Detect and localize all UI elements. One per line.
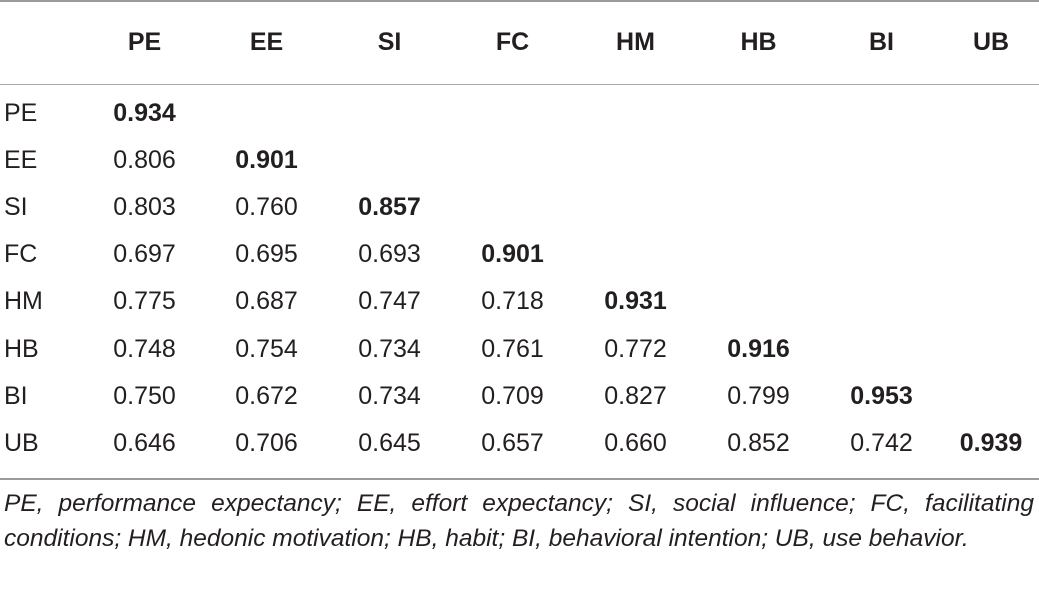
table-cell: 0.742 [850, 428, 913, 457]
table-cell: 0.697 [113, 240, 176, 269]
table-cell: 0.852 [727, 428, 790, 457]
table-cell: 0.857 [358, 193, 421, 222]
row-label-si: SI [4, 193, 28, 222]
table-cell: 0.806 [113, 146, 176, 175]
table-cell: 0.901 [235, 146, 298, 175]
table-cell: 0.645 [358, 428, 421, 457]
table-cell: 0.687 [235, 287, 298, 316]
table-cell: 0.803 [113, 193, 176, 222]
table-cell: 0.695 [235, 240, 298, 269]
table-cell [697, 278, 820, 325]
row-label-fc: FC [4, 240, 38, 269]
table-header-rule [0, 84, 1039, 85]
table-cell: 0.799 [727, 381, 790, 410]
column-header-hb: HB [740, 27, 777, 56]
row-label-ub: UB [4, 428, 39, 457]
table-cell: 0.657 [481, 428, 544, 457]
table-body: PE 0.934 EE 0.806 0.901 [0, 84, 1039, 467]
table-cell [943, 84, 1039, 137]
table-cell: 0.934 [113, 99, 176, 128]
table-cell [205, 84, 328, 137]
table-row: SI 0.803 0.760 0.857 [0, 184, 1039, 231]
table-cell [820, 137, 943, 184]
row-label-hb: HB [4, 334, 39, 363]
table-row: UB 0.646 0.706 0.645 0.657 0.660 0.852 0… [0, 420, 1039, 467]
table-cell [574, 137, 697, 184]
table-row: FC 0.697 0.695 0.693 0.901 [0, 231, 1039, 278]
table-cell [943, 231, 1039, 278]
table-cell: 0.734 [358, 334, 421, 363]
column-header-si: SI [377, 27, 402, 56]
table-cell: 0.761 [481, 334, 544, 363]
table-cell: 0.939 [959, 428, 1023, 457]
table-cell [574, 84, 697, 137]
table-row: BI 0.750 0.672 0.734 0.709 0.827 0.799 0… [0, 373, 1039, 420]
table-cell: 0.901 [481, 240, 544, 269]
table-cell [820, 325, 943, 372]
column-header-bi: BI [869, 27, 894, 56]
table-cell [697, 84, 820, 137]
column-header-fc: FC [495, 27, 530, 56]
row-label-pe: PE [4, 99, 38, 128]
table-cell [451, 137, 574, 184]
table-cell: 0.718 [481, 287, 544, 316]
table-cell [820, 84, 943, 137]
table-bottom-rule [0, 478, 1039, 480]
table-header: PE EE SI FC HM HB BI UB [0, 0, 1039, 84]
table-cell [943, 325, 1039, 372]
header-row: PE EE SI FC HM HB BI UB [0, 0, 1039, 84]
table-cell [328, 84, 451, 137]
table-cell: 0.775 [113, 287, 176, 316]
table-cell [820, 231, 943, 278]
table-cell [943, 184, 1039, 231]
table-cell [451, 84, 574, 137]
column-header-ee: EE [249, 27, 284, 56]
table-cell: 0.693 [358, 240, 421, 269]
table-cell [943, 373, 1039, 420]
table-cell [697, 184, 820, 231]
table-cell: 0.754 [235, 334, 298, 363]
table-row: PE 0.934 [0, 84, 1039, 137]
table-cell [697, 137, 820, 184]
table-cell [328, 137, 451, 184]
column-header-pe: PE [127, 27, 162, 56]
table-cell [820, 278, 943, 325]
row-label-hm: HM [4, 287, 43, 316]
table-cell: 0.760 [235, 193, 298, 222]
table-cell [820, 184, 943, 231]
header-corner-cell [0, 0, 84, 84]
table-cell [574, 184, 697, 231]
table-cell: 0.747 [358, 287, 421, 316]
table-cell: 0.772 [604, 334, 667, 363]
table-cell [451, 184, 574, 231]
table-cell [943, 137, 1039, 184]
table-cell: 0.750 [113, 381, 176, 410]
table-row: EE 0.806 0.901 [0, 137, 1039, 184]
column-header-hm: HM [616, 27, 655, 56]
table-cell [943, 278, 1039, 325]
table-cell: 0.660 [604, 428, 667, 457]
table-top-rule [0, 0, 1039, 2]
table-footnote: PE, performance expectancy; EE, effort e… [4, 490, 1034, 552]
table-cell: 0.953 [850, 381, 913, 410]
table-cell: 0.672 [235, 381, 298, 410]
table-cell: 0.734 [358, 381, 421, 410]
column-header-ub: UB [972, 27, 1010, 56]
correlation-matrix-table: PE EE SI FC HM HB BI UB PE 0.934 [0, 0, 1039, 467]
row-label-ee: EE [4, 146, 38, 175]
table-cell [574, 231, 697, 278]
table-cell: 0.709 [481, 381, 544, 410]
table-cell: 0.931 [604, 287, 667, 316]
table-cell: 0.827 [604, 381, 667, 410]
row-label-bi: BI [4, 381, 28, 410]
table-cell: 0.748 [113, 334, 176, 363]
table-cell: 0.916 [727, 334, 790, 363]
table-row: HB 0.748 0.754 0.734 0.761 0.772 0.916 [0, 325, 1039, 372]
table-cell: 0.646 [113, 428, 176, 457]
table-cell: 0.706 [235, 428, 298, 457]
table-row: HM 0.775 0.687 0.747 0.718 0.931 [0, 278, 1039, 325]
table-cell [697, 231, 820, 278]
